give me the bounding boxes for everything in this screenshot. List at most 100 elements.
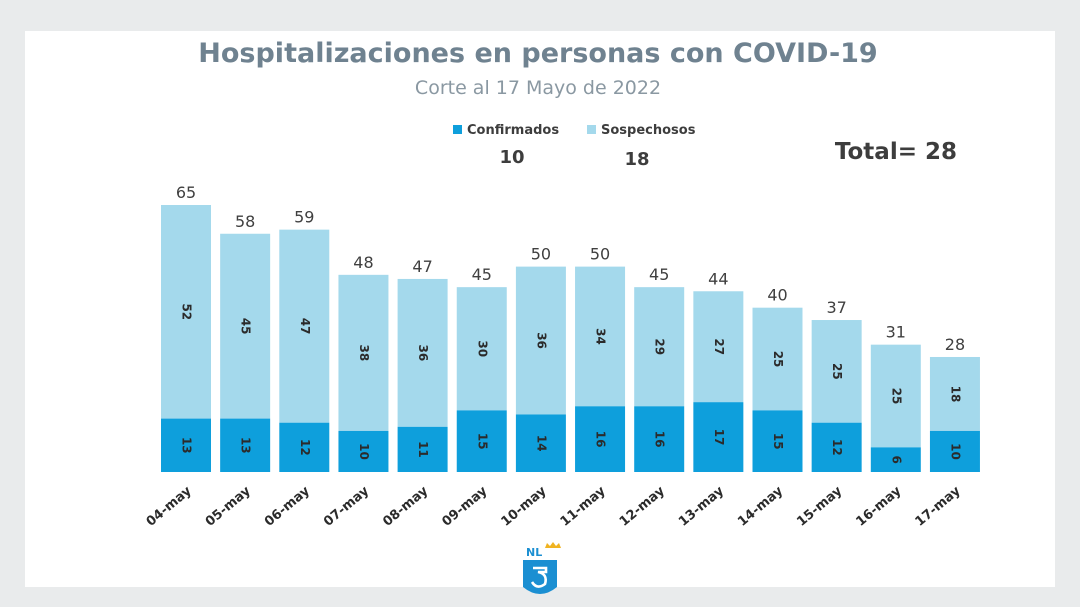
chart-title: Hospitalizaciones en personas con COVID-… <box>198 38 877 69</box>
label-total-15-may: 37 <box>826 298 846 317</box>
logo-text: NL <box>526 546 542 559</box>
label-sospechosos-17-may: 18 <box>948 386 962 403</box>
x-tick-16-may: 16-may <box>853 483 904 529</box>
x-tick-08-may: 08-may <box>380 483 431 529</box>
crown-icon <box>545 542 561 548</box>
label-total-13-may: 44 <box>708 269 728 288</box>
bar-sospechosos-16-may <box>870 344 921 448</box>
legend-label-confirmados: Confirmados <box>467 123 559 138</box>
bar-sospechosos-17-may <box>929 356 980 431</box>
label-confirmados-17-may: 10 <box>948 443 962 460</box>
bar-sospechosos-07-may <box>338 274 389 431</box>
label-confirmados-16-may: 6 <box>889 455 903 463</box>
label-sospechosos-06-may: 47 <box>298 318 312 335</box>
label-total-07-may: 48 <box>353 253 373 272</box>
label-total-17-may: 28 <box>945 335 965 354</box>
bar-sospechosos-14-may <box>752 307 803 411</box>
label-confirmados-05-may: 13 <box>239 437 253 454</box>
legend: Confirmados 10 Sospechosos 18 <box>453 123 696 170</box>
x-tick-13-may: 13-may <box>676 483 727 529</box>
bar-sospechosos-12-may <box>634 287 685 407</box>
x-tick-17-may: 17-may <box>913 483 964 529</box>
bar-sospechosos-09-may <box>456 287 507 411</box>
nuevo-leon-logo: NL <box>523 542 561 594</box>
bar-sospechosos-06-may <box>279 229 330 423</box>
bar-confirmados-10-may <box>515 414 566 472</box>
x-tick-14-may: 14-may <box>735 483 786 529</box>
label-total-16-may: 31 <box>886 323 906 342</box>
bar-confirmados-16-may <box>870 447 921 472</box>
bar-confirmados-13-may <box>693 402 744 472</box>
label-confirmados-07-may: 10 <box>357 443 371 460</box>
label-sospechosos-13-may: 27 <box>712 338 726 355</box>
label-sospechosos-10-may: 36 <box>534 332 548 349</box>
label-confirmados-14-may: 15 <box>771 433 785 450</box>
label-confirmados-13-may: 17 <box>712 429 726 446</box>
label-sospechosos-14-may: 25 <box>771 351 785 368</box>
x-tick-04-may: 04-may <box>144 483 195 529</box>
label-sospechosos-09-may: 30 <box>475 340 489 357</box>
bar-sospechosos-05-may <box>220 233 271 419</box>
label-confirmados-08-may: 11 <box>416 441 430 458</box>
label-total-11-may: 50 <box>590 245 610 264</box>
bar-confirmados-14-may <box>752 410 803 472</box>
x-tick-10-may: 10-may <box>499 483 550 529</box>
bar-confirmados-15-may <box>811 422 862 472</box>
label-sospechosos-07-may: 38 <box>357 345 371 362</box>
bars: 52 13 65 45 13 58 47 12 59 38 10 48 36 11 47 30 15 45 36 14… <box>161 183 980 472</box>
legend-value-sospechosos: 18 <box>624 149 649 170</box>
label-total-10-may: 50 <box>531 245 551 264</box>
bar-confirmados-08-may <box>397 426 448 472</box>
label-sospechosos-16-may: 25 <box>889 388 903 405</box>
x-tick-09-may: 09-may <box>439 483 490 529</box>
x-tick-12-may: 12-may <box>617 483 668 529</box>
legend-swatch-sospechosos <box>587 125 596 134</box>
bar-sospechosos-13-may <box>693 291 744 403</box>
bar-confirmados-11-may <box>575 406 626 472</box>
emblem-icon <box>530 566 548 588</box>
label-sospechosos-04-may: 52 <box>180 303 194 320</box>
label-sospechosos-15-may: 25 <box>830 363 844 380</box>
label-sospechosos-08-may: 36 <box>416 345 430 362</box>
label-confirmados-15-may: 12 <box>830 439 844 456</box>
total-label: Total= 28 <box>835 139 957 165</box>
label-total-06-may: 59 <box>294 208 314 227</box>
label-sospechosos-05-may: 45 <box>239 318 253 335</box>
x-tick-07-may: 07-may <box>321 483 372 529</box>
bar-confirmados-05-may <box>220 418 271 472</box>
label-total-12-may: 45 <box>649 265 669 284</box>
label-total-08-may: 47 <box>412 257 432 276</box>
legend-swatch-confirmados <box>453 125 462 134</box>
label-confirmados-06-may: 12 <box>298 439 312 456</box>
bar-sospechosos-08-may <box>397 278 448 427</box>
x-tick-05-may: 05-may <box>203 483 254 529</box>
label-confirmados-11-may: 16 <box>594 431 608 448</box>
bar-sospechosos-11-may <box>575 266 626 407</box>
x-axis-ticks: 04-may 05-may 06-may 07-may 08-may 09-may 10-m… <box>144 483 964 529</box>
x-tick-15-may: 15-may <box>794 483 845 529</box>
shield-icon <box>523 560 557 594</box>
x-tick-06-may: 06-may <box>262 483 313 529</box>
bar-sospechosos-04-may <box>161 205 211 419</box>
legend-label-sospechosos: Sospechosos <box>601 123 696 138</box>
bar-confirmados-12-may <box>634 406 685 472</box>
label-total-04-may: 65 <box>176 183 196 202</box>
label-sospechosos-12-may: 29 <box>653 338 667 355</box>
bar-sospechosos-10-may <box>515 266 566 415</box>
x-tick-11-may: 11-may <box>558 483 609 529</box>
label-confirmados-10-may: 14 <box>534 435 548 452</box>
chart-subtitle: Corte al 17 Mayo de 2022 <box>415 77 661 99</box>
bar-confirmados-06-may <box>279 422 330 472</box>
label-sospechosos-11-may: 34 <box>594 328 608 345</box>
label-total-05-may: 58 <box>235 212 255 231</box>
bar-confirmados-04-may <box>161 418 211 472</box>
bar-confirmados-07-may <box>338 430 389 472</box>
label-confirmados-04-may: 13 <box>180 437 194 454</box>
label-total-09-may: 45 <box>472 265 492 284</box>
legend-value-confirmados: 10 <box>499 147 524 168</box>
bar-confirmados-17-may <box>929 430 980 472</box>
label-confirmados-12-may: 16 <box>653 431 667 448</box>
bar-confirmados-09-may <box>456 410 507 472</box>
bar-sospechosos-15-may <box>811 320 862 423</box>
